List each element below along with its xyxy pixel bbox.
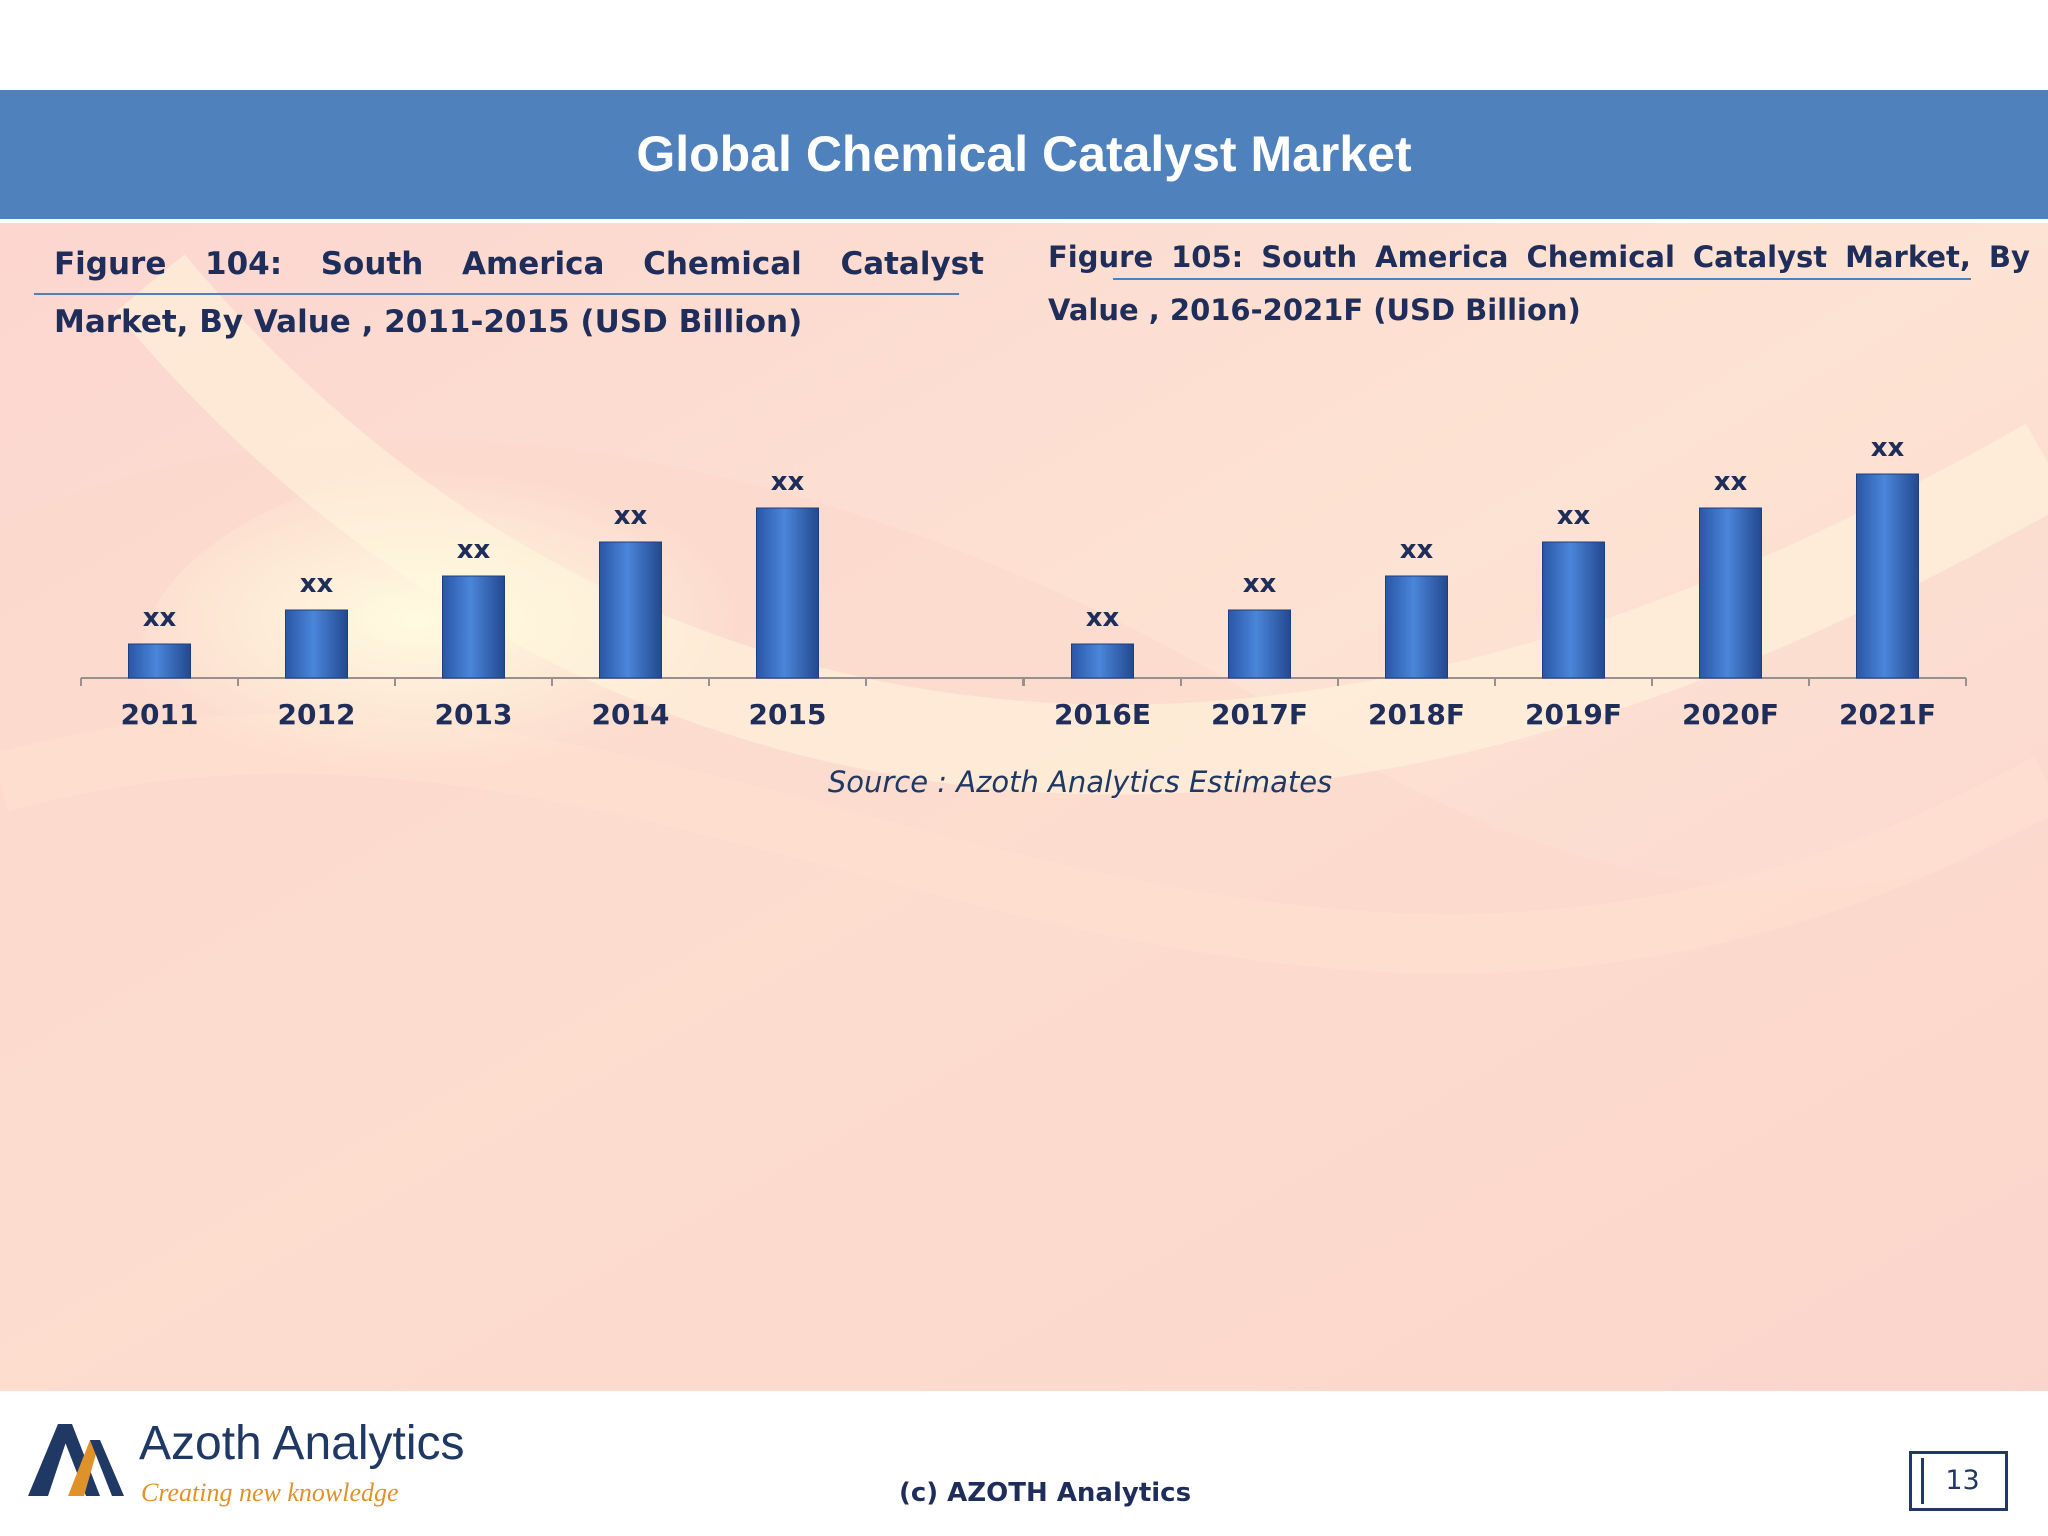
bar bbox=[756, 507, 819, 679]
title-word: South bbox=[1261, 240, 1358, 274]
title-word: Catalyst bbox=[840, 246, 984, 282]
figure-104-title-line1: Figure 104: South America Chemical Catal… bbox=[54, 246, 984, 282]
x-tick-label: 2013 bbox=[435, 698, 513, 731]
figure-105-title-line1: Figure 105: South America Chemical Catal… bbox=[1048, 240, 2030, 274]
bar-value-label: xx bbox=[300, 569, 334, 599]
page-number: 13 bbox=[1945, 1465, 1980, 1496]
footer bbox=[0, 1391, 2048, 1536]
title-word: 104: bbox=[205, 246, 283, 282]
figure-104-title-line2: Market, By Value , 2011-2015 (USD Billio… bbox=[54, 304, 803, 340]
bar bbox=[1228, 609, 1291, 679]
bar-value-label: xx bbox=[1871, 433, 1905, 463]
title-word: Chemical bbox=[643, 246, 802, 282]
slide-background bbox=[0, 223, 2048, 1391]
copyright-text: (c) AZOTH Analytics bbox=[898, 1478, 1192, 1508]
x-tick-label: 2016E bbox=[1054, 698, 1151, 731]
page-number-frame: 13 bbox=[1921, 1458, 2001, 1504]
source-note: Source : Azoth Analytics Estimates bbox=[827, 765, 1333, 799]
figure-105-underline bbox=[1113, 278, 1971, 280]
bar-value-label: xx bbox=[457, 535, 491, 565]
bar bbox=[1856, 473, 1919, 679]
title-word: America bbox=[1375, 240, 1509, 274]
bar bbox=[1071, 643, 1134, 679]
bar bbox=[442, 575, 505, 679]
title-word: Catalyst bbox=[1692, 240, 1828, 274]
page-number-box: 13 bbox=[1909, 1451, 2008, 1511]
bar bbox=[128, 643, 191, 679]
x-tick-label: 2018F bbox=[1368, 698, 1465, 731]
bar bbox=[599, 541, 662, 679]
title-word: South bbox=[320, 246, 424, 282]
x-tick-label: 2019F bbox=[1525, 698, 1622, 731]
title-word: Figure bbox=[54, 246, 167, 282]
bar bbox=[1542, 541, 1605, 679]
bar-value-label: xx bbox=[1557, 501, 1591, 531]
chart-2: xx 2016E xx 2017F xx 2018F xx 2019F xx 2020F xx 202… bbox=[1023, 433, 1967, 731]
header-band bbox=[0, 90, 2048, 219]
x-tick-label: 2020F bbox=[1682, 698, 1779, 731]
bar bbox=[285, 609, 348, 679]
bar-value-label: xx bbox=[1086, 603, 1120, 633]
bar-value-label: xx bbox=[614, 501, 648, 531]
title-word: Chemical bbox=[1526, 240, 1675, 274]
x-tick-label: 2011 bbox=[121, 698, 199, 731]
bar-charts: xx 2011 xx 2012 xx 2013 xx 2014 xx 2015 xx 2016E xx 2… bbox=[80, 433, 1967, 731]
bar bbox=[1385, 575, 1448, 679]
figure-105-title-line2: Value , 2016-2021F (USD Billion) bbox=[1048, 293, 1581, 327]
bar-value-label: xx bbox=[1400, 535, 1434, 565]
page-title: Global Chemical Catalyst Market bbox=[636, 126, 1412, 182]
logo-name: Azoth Analytics bbox=[139, 1417, 465, 1470]
bar-value-label: xx bbox=[771, 467, 805, 497]
azoth-logo-icon bbox=[28, 1424, 124, 1496]
title-word: America bbox=[461, 246, 605, 282]
title-word: Market, bbox=[1845, 240, 1971, 274]
logo-tagline: Creating new knowledge bbox=[141, 1478, 399, 1507]
title-word: 105: bbox=[1171, 240, 1244, 274]
chart-1: xx 2011 xx 2012 xx 2013 xx 2014 xx 2015 bbox=[80, 467, 1024, 731]
figure-104-underline bbox=[34, 293, 959, 295]
x-tick-label: 2021F bbox=[1839, 698, 1936, 731]
title-word: By bbox=[1988, 240, 2030, 274]
x-tick-label: 2014 bbox=[592, 698, 670, 731]
bar-value-label: xx bbox=[1243, 569, 1277, 599]
x-tick-label: 2017F bbox=[1211, 698, 1308, 731]
bar bbox=[1699, 507, 1762, 679]
x-tick-label: 2012 bbox=[278, 698, 356, 731]
bar-value-label: xx bbox=[143, 603, 177, 633]
bar-value-label: xx bbox=[1714, 467, 1748, 497]
x-tick-label: 2015 bbox=[749, 698, 827, 731]
title-word: Figure bbox=[1048, 240, 1154, 274]
